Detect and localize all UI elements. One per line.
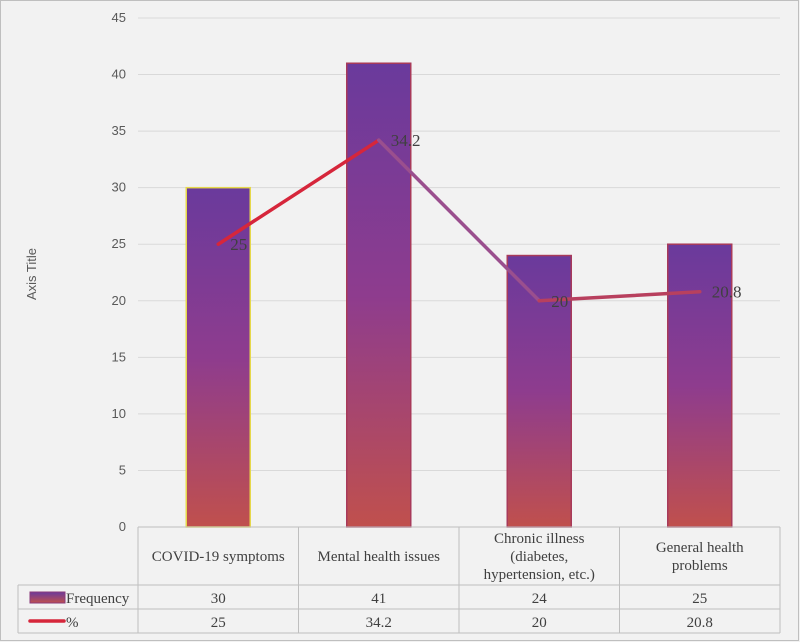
category-label: General health problems <box>656 540 744 574</box>
data-label-percent: 20 <box>551 292 568 311</box>
table-cell: 24 <box>532 591 548 607</box>
percent-line <box>216 138 702 303</box>
y-tick-label: 40 <box>112 67 126 82</box>
table-cell: 34.2 <box>366 615 392 631</box>
line-segment-percent <box>377 138 541 303</box>
table-cell: 25 <box>692 591 707 607</box>
data-labels: 25 34.2 20 20.8 <box>230 131 741 311</box>
y-tick-label: 10 <box>112 406 126 421</box>
category-label: COVID-19 symptoms <box>152 549 285 565</box>
y-tick-label: 0 <box>119 519 126 534</box>
table-cell: 41 <box>371 591 386 607</box>
table-cell: 25 <box>211 615 226 631</box>
y-tick-label: 20 <box>112 293 126 308</box>
data-label-percent: 20.8 <box>712 283 742 302</box>
category-label: Chronic illness (diabetes, hypertension, e… <box>484 531 595 583</box>
y-tick-label: 5 <box>119 462 126 477</box>
category-label: Mental health issues <box>318 549 441 565</box>
legend-label-percent: % <box>66 615 79 631</box>
table-cell: 20 <box>532 615 547 631</box>
y-tick-label: 30 <box>112 180 126 195</box>
legend-key-frequency <box>29 591 66 604</box>
table-cell: 20.8 <box>687 615 713 631</box>
y-tick-label: 15 <box>112 349 126 364</box>
legend-label-frequency: Frequency <box>66 591 130 607</box>
y-axis-title: Axis Title <box>24 248 39 300</box>
table-cell: 30 <box>211 591 226 607</box>
data-table: COVID-19 symptoms Mental health issues Chr… <box>17 526 781 634</box>
data-label-percent: 34.2 <box>391 131 421 150</box>
data-label-percent: 25 <box>230 235 247 254</box>
y-tick-label: 35 <box>112 123 126 138</box>
y-tick-label: 45 <box>112 10 126 25</box>
y-axis-ticks: 0 5 10 15 20 25 30 35 40 45 <box>112 10 126 534</box>
line-segment-percent <box>537 289 702 303</box>
y-tick-label: 25 <box>112 236 126 251</box>
line-segment-percent <box>216 138 381 246</box>
